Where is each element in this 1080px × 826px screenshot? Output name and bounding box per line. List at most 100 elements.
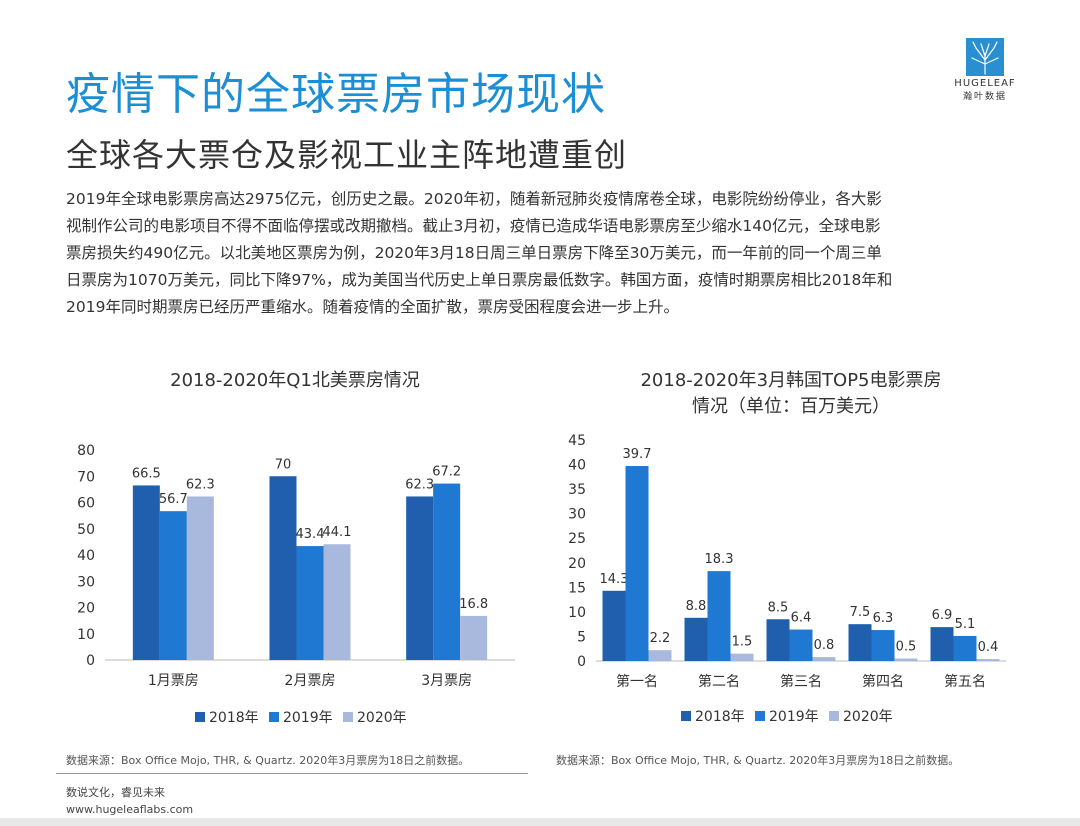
bar	[707, 571, 731, 661]
bar	[766, 619, 790, 661]
bar	[976, 659, 1000, 661]
y-tick-label: 40	[77, 548, 95, 564]
y-tick-label: 10	[568, 605, 586, 621]
data-label: 0.8	[814, 638, 835, 653]
data-label: 1.5	[732, 635, 753, 650]
data-label: 2.2	[650, 631, 671, 646]
bar	[871, 630, 895, 661]
chart1-north-america: 0 10 20 30 40 50 60 70 80 66.5 56.7 62.3 1月票房 70 43.44…	[77, 443, 515, 726]
bar	[186, 496, 214, 660]
x-tick-label: 第五名	[944, 673, 986, 690]
data-label: 8.5	[768, 600, 789, 615]
y-tick-label: 5	[577, 629, 586, 645]
bar	[930, 627, 954, 661]
legend-label: 2020年	[843, 709, 893, 725]
bar	[953, 635, 977, 661]
page-title: 疫情下的全球票房市场现状	[66, 69, 606, 120]
y-tick-label: 50	[77, 522, 95, 538]
y-tick-label: 30	[77, 574, 95, 590]
data-label: 39.7	[623, 447, 652, 462]
bar	[406, 496, 434, 660]
data-label: 43.4	[296, 527, 325, 542]
bar	[132, 485, 160, 660]
data-label: 66.5	[132, 466, 161, 481]
y-tick-label: 45	[568, 433, 586, 449]
bar	[789, 629, 813, 661]
data-label: 6.3	[873, 611, 894, 626]
legend-swatch	[269, 712, 279, 722]
data-label: 70	[275, 457, 292, 472]
x-tick-label: 第一名	[616, 673, 658, 690]
legend-swatch	[829, 711, 839, 721]
legend-label: 2018年	[695, 709, 745, 725]
intro-paragraph: 2019年全球电影票房高达2975亿元，创历史之最。2020年初，随着新冠肺炎疫…	[66, 186, 1021, 321]
data-label: 62.3	[405, 477, 434, 492]
logo-sub: 瀚叶数据	[962, 92, 1007, 102]
x-tick-label: 2月票房	[285, 673, 336, 689]
bar	[848, 624, 872, 661]
paragraph-line: 2019年同时期票房已经历严重缩水。随着疫情的全面扩散，票房受困程度会进一步上升…	[66, 298, 679, 316]
data-label: 18.3	[705, 552, 734, 567]
bar	[323, 544, 351, 660]
logo: HUGELEAF 瀚叶数据	[950, 38, 1020, 102]
data-label: 5.1	[955, 617, 976, 632]
y-tick-label: 30	[568, 507, 586, 523]
bar	[648, 650, 672, 661]
legend-label: 2018年	[209, 710, 259, 726]
data-label: 6.9	[932, 608, 953, 623]
bar	[625, 466, 649, 661]
y-tick-label: 80	[77, 443, 95, 459]
bar	[159, 511, 187, 660]
legend-swatch	[681, 711, 691, 721]
data-label: 8.8	[686, 599, 707, 614]
data-label: 44.1	[323, 525, 352, 540]
x-tick-label: 1月票房	[148, 673, 199, 689]
legend-label: 2020年	[357, 710, 407, 726]
data-label: 67.2	[432, 465, 461, 480]
bar	[296, 546, 324, 660]
bar	[433, 483, 461, 660]
bar	[602, 590, 626, 661]
bar	[730, 653, 754, 661]
legend-swatch	[343, 712, 353, 722]
y-tick-label: 20	[568, 556, 586, 572]
data-label: 56.7	[159, 492, 188, 507]
x-tick-label: 第四名	[862, 673, 904, 690]
paragraph-line: 2019年全球电影票房高达2975亿元，创历史之最。2020年初，随着新冠肺炎疫…	[66, 190, 882, 208]
data-label: 14.3	[600, 572, 629, 587]
footer-site: www.hugeleaflabs.com	[66, 803, 194, 816]
chart2-title-line2: 情况（单位：百万美元）	[692, 396, 890, 417]
bar	[460, 615, 488, 660]
data-label: 0.4	[978, 640, 999, 655]
y-tick-label: 60	[77, 496, 95, 512]
footer-divider	[56, 773, 528, 774]
bottom-bar	[0, 818, 1080, 826]
data-label: 6.4	[791, 611, 812, 626]
y-tick-label: 35	[568, 482, 586, 498]
x-tick-label: 3月票房	[421, 673, 472, 689]
bar	[269, 476, 297, 660]
chart2-source: 数据来源：Box Office Mojo, THR, & Quartz. 202…	[556, 754, 960, 767]
paragraph-line: 日票房为1070万美元，同比下降97%，成为美国当代历史上单日票房最低数字。韩国…	[66, 271, 893, 289]
bar	[684, 617, 708, 661]
data-label: 7.5	[850, 605, 871, 620]
legend-label: 2019年	[769, 709, 819, 725]
y-tick-label: 10	[77, 627, 95, 643]
bar	[812, 657, 836, 661]
leaf-logo-icon	[966, 38, 1004, 76]
y-tick-label: 0	[86, 653, 95, 669]
legend-swatch	[755, 711, 765, 721]
y-tick-label: 0	[577, 654, 586, 670]
y-tick-label: 25	[568, 531, 586, 547]
y-tick-label: 70	[77, 469, 95, 485]
chart1-title: 2018-2020年Q1北美票房情况	[170, 370, 420, 391]
logo-name: HUGELEAF	[954, 78, 1016, 89]
legend-swatch	[195, 712, 205, 722]
chart2-title: 2018-2020年3月韩国TOP5电影票房	[640, 370, 942, 391]
chart2-korea: 0 5 10 15 20 25 30 35 40 45 14.3 39.7 2.2 第一名 8.8 18.3 1…	[568, 433, 1006, 725]
paragraph-line: 视制作公司的电影项目不得不面临停摆或改期撤档。截止3月初，疫情已造成华语电影票房…	[66, 217, 881, 235]
y-tick-label: 20	[77, 601, 95, 617]
x-tick-label: 第二名	[698, 673, 740, 690]
footer-slogan: 数说文化，睿见未来	[66, 786, 165, 799]
y-tick-label: 15	[568, 580, 586, 596]
